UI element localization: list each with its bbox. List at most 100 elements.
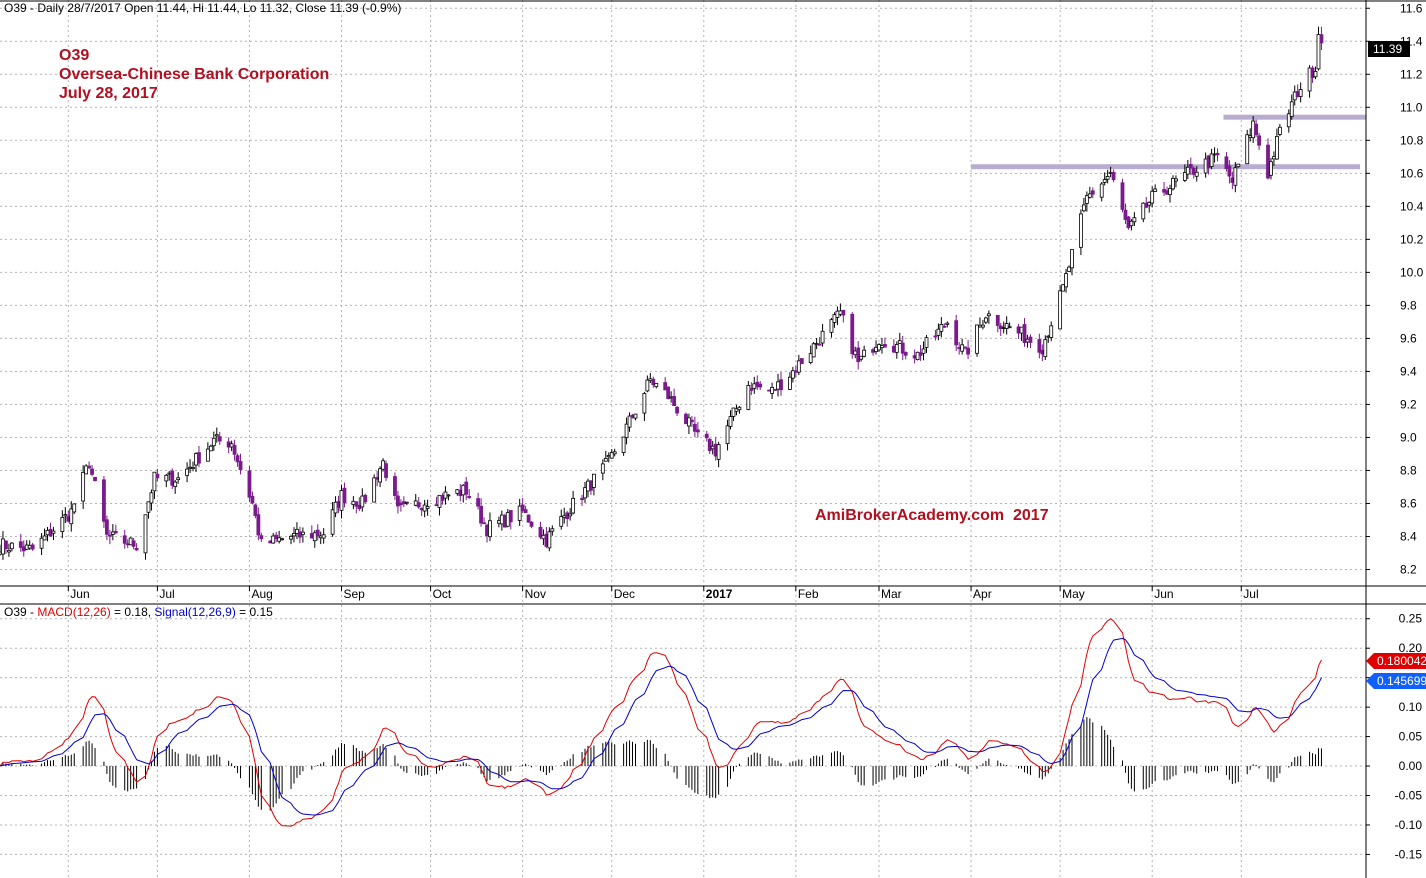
candle (443, 486, 448, 505)
macd-badge-value: 0.180042 (1377, 654, 1426, 668)
price-tick-label: 9.8 (1400, 298, 1417, 312)
candle (401, 496, 406, 508)
price-tick-label: 10.6 (1400, 166, 1424, 180)
candle (666, 386, 671, 400)
macd-header-signal-label: Signal(12,26,9) (154, 605, 235, 619)
candle (707, 438, 712, 455)
date-tick-label: Jul (1243, 587, 1258, 601)
candle (592, 473, 596, 496)
candle (476, 492, 481, 510)
candle (18, 533, 23, 552)
candle (1316, 26, 1321, 71)
candle (188, 459, 192, 474)
candle (300, 527, 305, 543)
candle (1215, 148, 1220, 162)
candle (978, 317, 982, 328)
candle (517, 498, 522, 526)
candle (1043, 335, 1048, 361)
candle (586, 478, 590, 498)
candle (621, 436, 626, 456)
macd-histogram (2, 717, 1322, 811)
candle (526, 514, 531, 523)
candle (425, 499, 430, 516)
candle (609, 449, 614, 459)
candle (550, 525, 555, 536)
candle (571, 491, 576, 515)
candle (1, 531, 5, 560)
price-axis-labels: 8.2 8.4 8.6 8.8 9.0 9.2 9.4 9.6 9.8 10.0 10.2 10.4 1… (1366, 1, 1424, 576)
candle (544, 527, 549, 548)
candle (292, 527, 296, 543)
candle (1132, 212, 1137, 226)
candle (749, 382, 754, 396)
candle (1019, 326, 1024, 342)
candle (505, 509, 510, 528)
candle (508, 510, 513, 530)
macd-tick-label: -0.05 (1395, 789, 1423, 803)
candle (232, 439, 237, 461)
candle (672, 388, 676, 407)
macd-header-signal-value: = 0.15 (236, 605, 273, 619)
candle (559, 509, 564, 530)
candle (167, 471, 172, 481)
candle (1064, 268, 1068, 293)
candle (624, 417, 629, 445)
candle (983, 316, 988, 325)
candle (24, 540, 29, 551)
candle (318, 531, 323, 545)
candle (565, 510, 570, 527)
candle (45, 527, 50, 542)
annotation-company: Oversea-Chinese Bank Corporation (59, 66, 329, 83)
candle (788, 372, 792, 390)
candle (1070, 249, 1074, 276)
candle (894, 341, 899, 359)
macd-tick-label: 0.25 (1399, 612, 1423, 626)
candle (1182, 164, 1187, 183)
candle (1227, 160, 1232, 184)
macd-tick-label: 0.00 (1399, 759, 1423, 773)
candle (1203, 152, 1208, 178)
candle (832, 312, 837, 328)
candle (746, 381, 751, 411)
candle (211, 431, 216, 451)
candle (502, 513, 507, 528)
candle (194, 452, 198, 473)
candle (413, 493, 418, 507)
candle (315, 524, 320, 541)
candle (547, 527, 552, 552)
candle (835, 306, 840, 326)
date-tick-label: Jun (70, 587, 89, 601)
candle (1212, 147, 1217, 163)
candle (1171, 175, 1175, 191)
candle (9, 542, 14, 552)
candle (321, 528, 326, 544)
candle (419, 507, 424, 517)
candle (185, 462, 189, 483)
candle (1144, 196, 1149, 209)
candle (589, 480, 593, 495)
candle (627, 412, 632, 432)
candle (1058, 285, 1063, 330)
candle (853, 346, 858, 359)
candle (72, 503, 77, 515)
candle (205, 442, 210, 462)
candle (734, 404, 739, 416)
macd-tick-label: -0.10 (1395, 818, 1423, 832)
candle (728, 410, 733, 430)
candle (817, 337, 822, 346)
candle (1233, 162, 1238, 193)
candle (1022, 318, 1027, 347)
candle (1245, 129, 1250, 165)
candle (146, 501, 151, 519)
candle (1230, 171, 1235, 190)
candle (440, 493, 445, 505)
candle (1040, 344, 1045, 362)
candle (648, 373, 653, 383)
price-grid (0, 0, 1366, 878)
candle (1028, 334, 1033, 349)
candle (1236, 163, 1241, 168)
annotation-symbol: O39 (59, 47, 89, 64)
price-tick-label: 11.2 (1400, 67, 1423, 81)
candle (877, 343, 881, 352)
